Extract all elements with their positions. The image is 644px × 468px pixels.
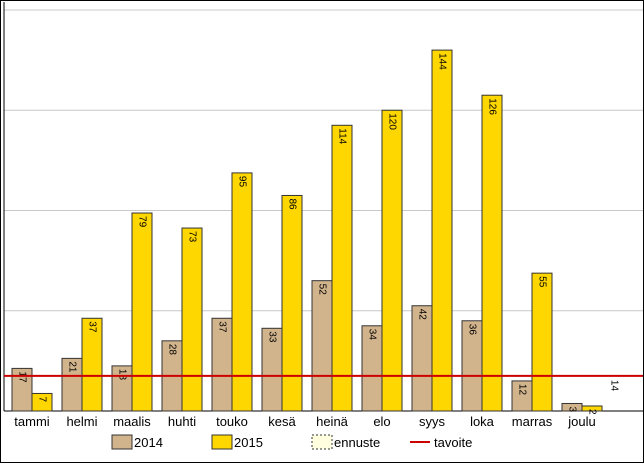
data-label-2015-syys: 144 xyxy=(436,53,447,70)
bar-2015-kesä xyxy=(281,194,303,412)
bar-2015-heinä xyxy=(331,124,353,412)
data-label-2014-maalis: 18 xyxy=(116,369,127,381)
x-tick-label-elo: elo xyxy=(373,414,390,429)
x-tick-label-marras: marras xyxy=(512,414,553,429)
data-label-2014-elo: 34 xyxy=(366,329,377,341)
data-label-2015-tammi: 7 xyxy=(36,396,47,402)
x-tick-label-touko: touko xyxy=(216,414,248,429)
x-tick-label-tammi: tammi xyxy=(14,414,50,429)
bar-2015-helmi xyxy=(81,317,103,412)
data-label-2015-huhti: 73 xyxy=(186,231,197,243)
bar-2015-elo xyxy=(381,109,403,412)
x-tick-label-kesä: kesä xyxy=(268,414,296,429)
data-label-ennuste-joulu: 14 xyxy=(608,380,619,392)
bar-2014-heinä xyxy=(311,280,333,412)
bar-2015-huhti xyxy=(181,227,203,412)
x-tick-label-syys: syys xyxy=(419,414,446,429)
data-label-2014-syys: 42 xyxy=(416,309,427,321)
data-label-2015-kesä: 86 xyxy=(286,198,297,210)
data-label-2014-heinä: 52 xyxy=(316,284,327,296)
data-label-2015-joulu: 2 xyxy=(586,409,597,415)
legend-label-tavoite: tavoite xyxy=(434,435,472,450)
data-label-2015-loka: 126 xyxy=(486,98,497,115)
legend-label-2015: 2015 xyxy=(234,435,263,450)
bar-2015-maalis xyxy=(131,212,153,412)
x-tick-label-maalis: maalis xyxy=(113,414,151,429)
bar-2015-syys xyxy=(431,49,453,412)
data-label-2014-loka: 36 xyxy=(466,324,477,336)
bar-2015-marras xyxy=(531,272,553,412)
data-label-2015-helmi: 37 xyxy=(86,321,97,333)
data-label-2014-helmi: 21 xyxy=(66,361,77,373)
legend-swatch-2015 xyxy=(211,434,233,450)
data-label-2014-huhti: 28 xyxy=(166,344,177,356)
data-label-2014-marras: 12 xyxy=(516,384,527,396)
legend-swatch-2014 xyxy=(111,434,133,450)
x-tick-label-joulu: joulu xyxy=(567,414,595,429)
bar-2015-joulu xyxy=(581,405,603,412)
legend-swatch-ennuste xyxy=(311,434,333,450)
data-label-2015-heinä: 114 xyxy=(336,128,347,144)
data-label-2015-marras: 55 xyxy=(536,276,547,288)
data-label-2014-joulu: 3 xyxy=(566,406,577,412)
bar-2015-loka xyxy=(481,94,503,412)
data-label-2014-touko: 37 xyxy=(216,321,227,333)
x-tick-label-helmi: helmi xyxy=(66,414,97,429)
legend-label-ennuste: ennuste xyxy=(334,435,380,450)
data-label-2014-kesä: 33 xyxy=(266,331,277,343)
data-label-2015-maalis: 79 xyxy=(136,216,147,228)
bar-2015-touko xyxy=(231,172,253,412)
x-tick-label-heinä: heinä xyxy=(316,414,349,429)
data-label-2015-touko: 95 xyxy=(236,176,247,188)
bar-2014-syys xyxy=(411,305,433,412)
bar-2015-tammi xyxy=(31,392,53,412)
data-label-2014-tammi: 17 xyxy=(16,371,27,383)
x-tick-label-loka: loka xyxy=(470,414,495,429)
bar-2014-tammi xyxy=(11,367,33,412)
data-label-2015-elo: 120 xyxy=(386,113,397,130)
x-tick-label-huhti: huhti xyxy=(168,414,196,429)
legend-label-2014: 2014 xyxy=(134,435,163,450)
